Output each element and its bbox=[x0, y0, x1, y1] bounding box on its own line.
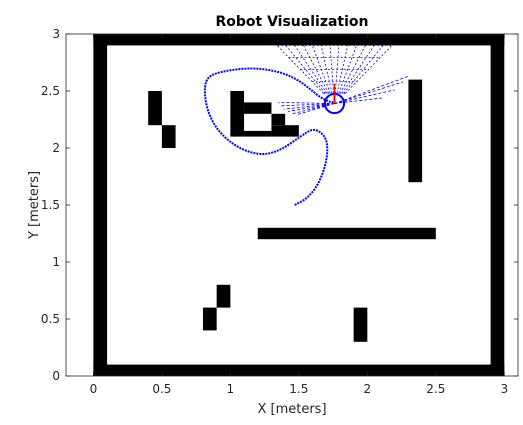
y-axis-label: Y [meters] bbox=[27, 171, 42, 240]
x-tick-label-2: 1 bbox=[227, 382, 235, 396]
obstacle-9 bbox=[271, 114, 285, 125]
obstacle-14 bbox=[203, 308, 217, 331]
obstacle-10 bbox=[244, 131, 271, 137]
y-tick-label-3: 1.5 bbox=[41, 198, 60, 212]
y-tick-label-6: 3 bbox=[52, 27, 60, 41]
obstacle-7 bbox=[244, 102, 271, 113]
obstacle-12 bbox=[258, 228, 436, 239]
x-tick-label-6: 3 bbox=[500, 382, 508, 396]
y-tick-label-2: 1 bbox=[52, 255, 60, 269]
chart-title: Robot Visualization bbox=[215, 14, 368, 30]
obstacle-15 bbox=[354, 308, 368, 342]
obstacle-5 bbox=[162, 125, 176, 148]
y-tick-label-5: 2.5 bbox=[41, 84, 60, 98]
x-tick-label-3: 1.5 bbox=[289, 382, 308, 396]
obstacle-8 bbox=[271, 125, 298, 136]
x-tick-label-0: 0 bbox=[90, 382, 98, 396]
obstacle-13 bbox=[217, 285, 231, 308]
x-tick-label-1: 0.5 bbox=[152, 382, 171, 396]
x-tick-label-5: 2.5 bbox=[426, 382, 445, 396]
obstacle-3 bbox=[491, 34, 505, 376]
obstacle-2 bbox=[93, 34, 107, 376]
x-tick-label-4: 2 bbox=[364, 382, 372, 396]
x-axis-label: X [meters] bbox=[257, 402, 326, 417]
obstacle-11 bbox=[408, 80, 422, 183]
y-tick-label-0: 0 bbox=[52, 369, 60, 383]
y-tick-label-1: 0.5 bbox=[41, 312, 60, 326]
obstacle-6 bbox=[230, 91, 244, 137]
y-tick-label-4: 2 bbox=[52, 141, 60, 155]
obstacle-4 bbox=[148, 91, 162, 125]
